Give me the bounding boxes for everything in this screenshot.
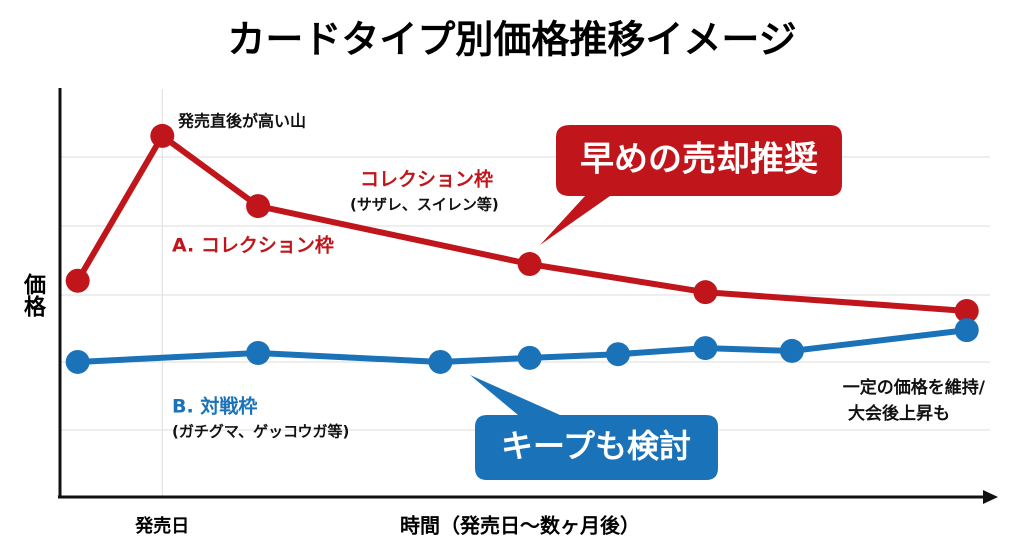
callout-bubble <box>470 375 718 480</box>
data-point <box>693 336 718 361</box>
series-line <box>75 132 967 314</box>
data-point <box>954 318 979 343</box>
series-line <box>77 327 968 365</box>
series-label: A. コレクション枠 <box>172 234 334 257</box>
axis-arrow <box>983 490 998 504</box>
chart-title: カードタイプ別価格推移イメージ <box>227 18 796 62</box>
data-point <box>693 280 718 305</box>
x-axis-label: 時間（発売日〜数ヶ月後） <box>400 514 640 538</box>
series-label: B. 対戦枠 <box>172 395 257 418</box>
annotation: 一定の価格を維持/ <box>843 377 986 398</box>
y-axis-label: 価格 <box>20 273 47 317</box>
data-point <box>779 338 804 363</box>
data-point <box>428 349 453 374</box>
callout-text: 早めの売却推奨 <box>580 140 818 180</box>
data-point <box>517 252 542 277</box>
data-point <box>606 342 630 367</box>
annotation: 発売直後が高い山 <box>177 112 306 131</box>
data-point <box>954 298 979 323</box>
callout-bubble <box>540 125 842 245</box>
data-point <box>246 340 271 365</box>
annotation: コレクション枠 <box>360 168 493 191</box>
data-point <box>65 268 90 293</box>
data-point <box>517 345 542 370</box>
data-point <box>65 349 90 374</box>
annotation: (ガチグマ、ゲッコウガ等) <box>172 423 349 441</box>
annotation: 大会後上昇も <box>848 403 950 424</box>
data-point <box>246 194 271 219</box>
callout-text: キープも検討 <box>501 427 691 465</box>
x-tick-label: 発売日 <box>134 515 189 537</box>
keep-callout: キープも検討 <box>470 375 718 480</box>
sell-callout: 早めの売却推奨 <box>540 125 842 245</box>
annotation: (サザレ、スイレン等) <box>350 196 499 214</box>
data-point <box>150 123 175 148</box>
